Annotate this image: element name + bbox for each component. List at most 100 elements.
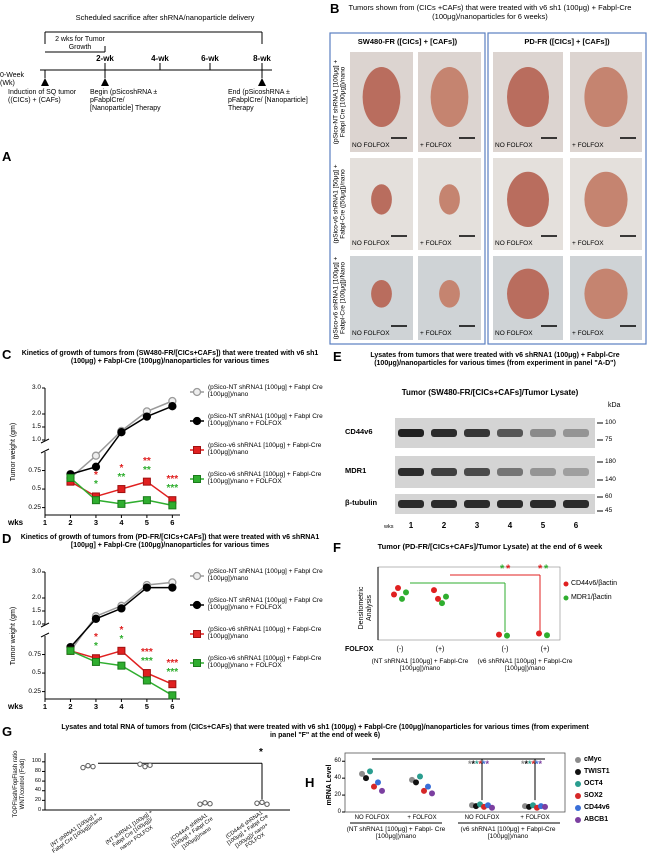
blot-title: Tumor (SW480-FR/[CICs+CAFs]/Tumor Lysate… [401,388,579,397]
data-point [542,803,548,810]
data-point [66,646,75,655]
significance-star: ** [142,455,151,467]
legend-label: ABCB1 [584,816,609,823]
legend-label: (pSico-NT shRNA1 [100μg] + Fabpl Cre [10… [208,384,323,399]
x-tick-label: 3 [93,702,99,711]
blot-band [497,429,523,437]
tumor [439,184,460,215]
condition-label: NO FOLFOX [352,330,390,337]
data-point [142,763,148,770]
blot-band [530,468,556,476]
data-point [439,600,445,607]
data-point [90,763,96,770]
data-point [489,804,495,811]
week-label: 6-wk [201,54,219,63]
significance-star: * [538,759,543,769]
significance-star: * [521,759,525,769]
data-point [85,762,91,769]
data-point [117,428,126,437]
significance-star: * [524,759,529,769]
lane-label: 3 [474,521,480,530]
panel-f-title: Tumor (PD-FR/[CICs+CAFs]/Tumor Lysate) a… [377,542,603,551]
x-tick-label: 2 [68,518,73,527]
tumor [371,184,392,215]
significance-star: * [544,563,549,575]
panel-letter: D [2,531,12,546]
tumor [362,67,401,127]
blot-band [431,500,457,508]
legend-marker [575,817,581,823]
y-tick-label: 0 [337,808,341,815]
group-label: (v6 shRNA1 [100μg] + Fabpl-Cre [100μg])/… [477,658,573,673]
data-point [375,779,381,786]
significance-star: * [535,759,539,769]
blot-band [464,500,490,508]
legend-label: TWIST1 [584,768,610,775]
blot-band [563,468,589,476]
condition-label: NO FOLFOX [354,815,390,821]
panel-letter: E [333,349,342,364]
chart-title: Kinetics of growth of tumors from (SW480… [21,350,319,366]
condition-label: NO FOLFOX [495,330,533,337]
marker-triangle [101,78,109,86]
axis-break [40,438,50,444]
y-tick-label: 0.25 [28,687,41,695]
legend-label: OCT4 [584,780,603,787]
legend-label: (pSico-v6 shRNA1 [100μg] + Fabpl-Cre [10… [208,442,322,457]
legend-marker [575,781,581,787]
data-point [363,775,369,782]
y-tick-label: 40 [334,774,341,781]
significance-star: * [531,759,536,769]
group-label: (v6 shRNA1 [100μg] + Fabpl-Cre [100μg])/… [460,826,556,841]
data-point [435,595,441,602]
data-point [379,787,385,794]
data-point [413,779,419,786]
data-point [403,589,409,596]
plot-frame [344,752,566,813]
panel-letter: F [333,540,341,555]
x-tick-label: 4 [119,518,124,527]
significance-star: * [93,479,98,491]
mw-label: 75 [605,436,613,443]
legend-label: (pSico-v6 shRNA1 [100μg] + Fabpl-Cre [10… [208,655,322,670]
blot-label: β-tubulin [345,498,378,507]
data-point [168,583,177,592]
legend-marker [575,769,581,775]
treatment-label: (-) [396,646,404,653]
lane-label: 2 [441,521,447,530]
y-tick-label: 20 [334,791,341,798]
tumor [439,279,460,308]
legend-marker [192,387,202,397]
group-box [329,32,486,345]
data-point [142,412,152,421]
tumor [371,279,392,308]
y-tick-label: 60 [334,757,341,764]
data-point [91,614,101,623]
data-point [142,477,151,486]
group-box [487,32,647,345]
tumor [507,171,549,227]
significance-star: * [478,759,483,769]
x-axis-label: wks [8,518,24,527]
data-point [117,661,126,670]
blot-band [398,500,424,508]
x-tick-label: 6 [170,518,175,527]
data-point [117,604,126,613]
legend-marker [563,595,569,601]
blot-band [464,468,490,476]
y-axis-label: Densitometric Analysis [357,586,373,629]
lane-label: 5 [540,521,546,530]
data-point [264,801,270,807]
row-label: (pSico-NT shRNA1 [100μg] + Fabpl Cre [10… [332,59,347,145]
induction-note: Induction of SQ tumor ((CICs) + (CAFs) [8,89,77,105]
marker-triangle [41,78,49,86]
legend-marker [193,446,201,454]
legend-marker [575,757,581,763]
data-point [359,770,365,777]
legend-marker [193,630,201,638]
treatment-label: (-) [501,646,509,653]
blot-label: CD44v6 [345,427,373,436]
y-tick-label: 0.5 [31,669,41,677]
significance-star: * [485,759,490,769]
tumor [584,171,628,227]
